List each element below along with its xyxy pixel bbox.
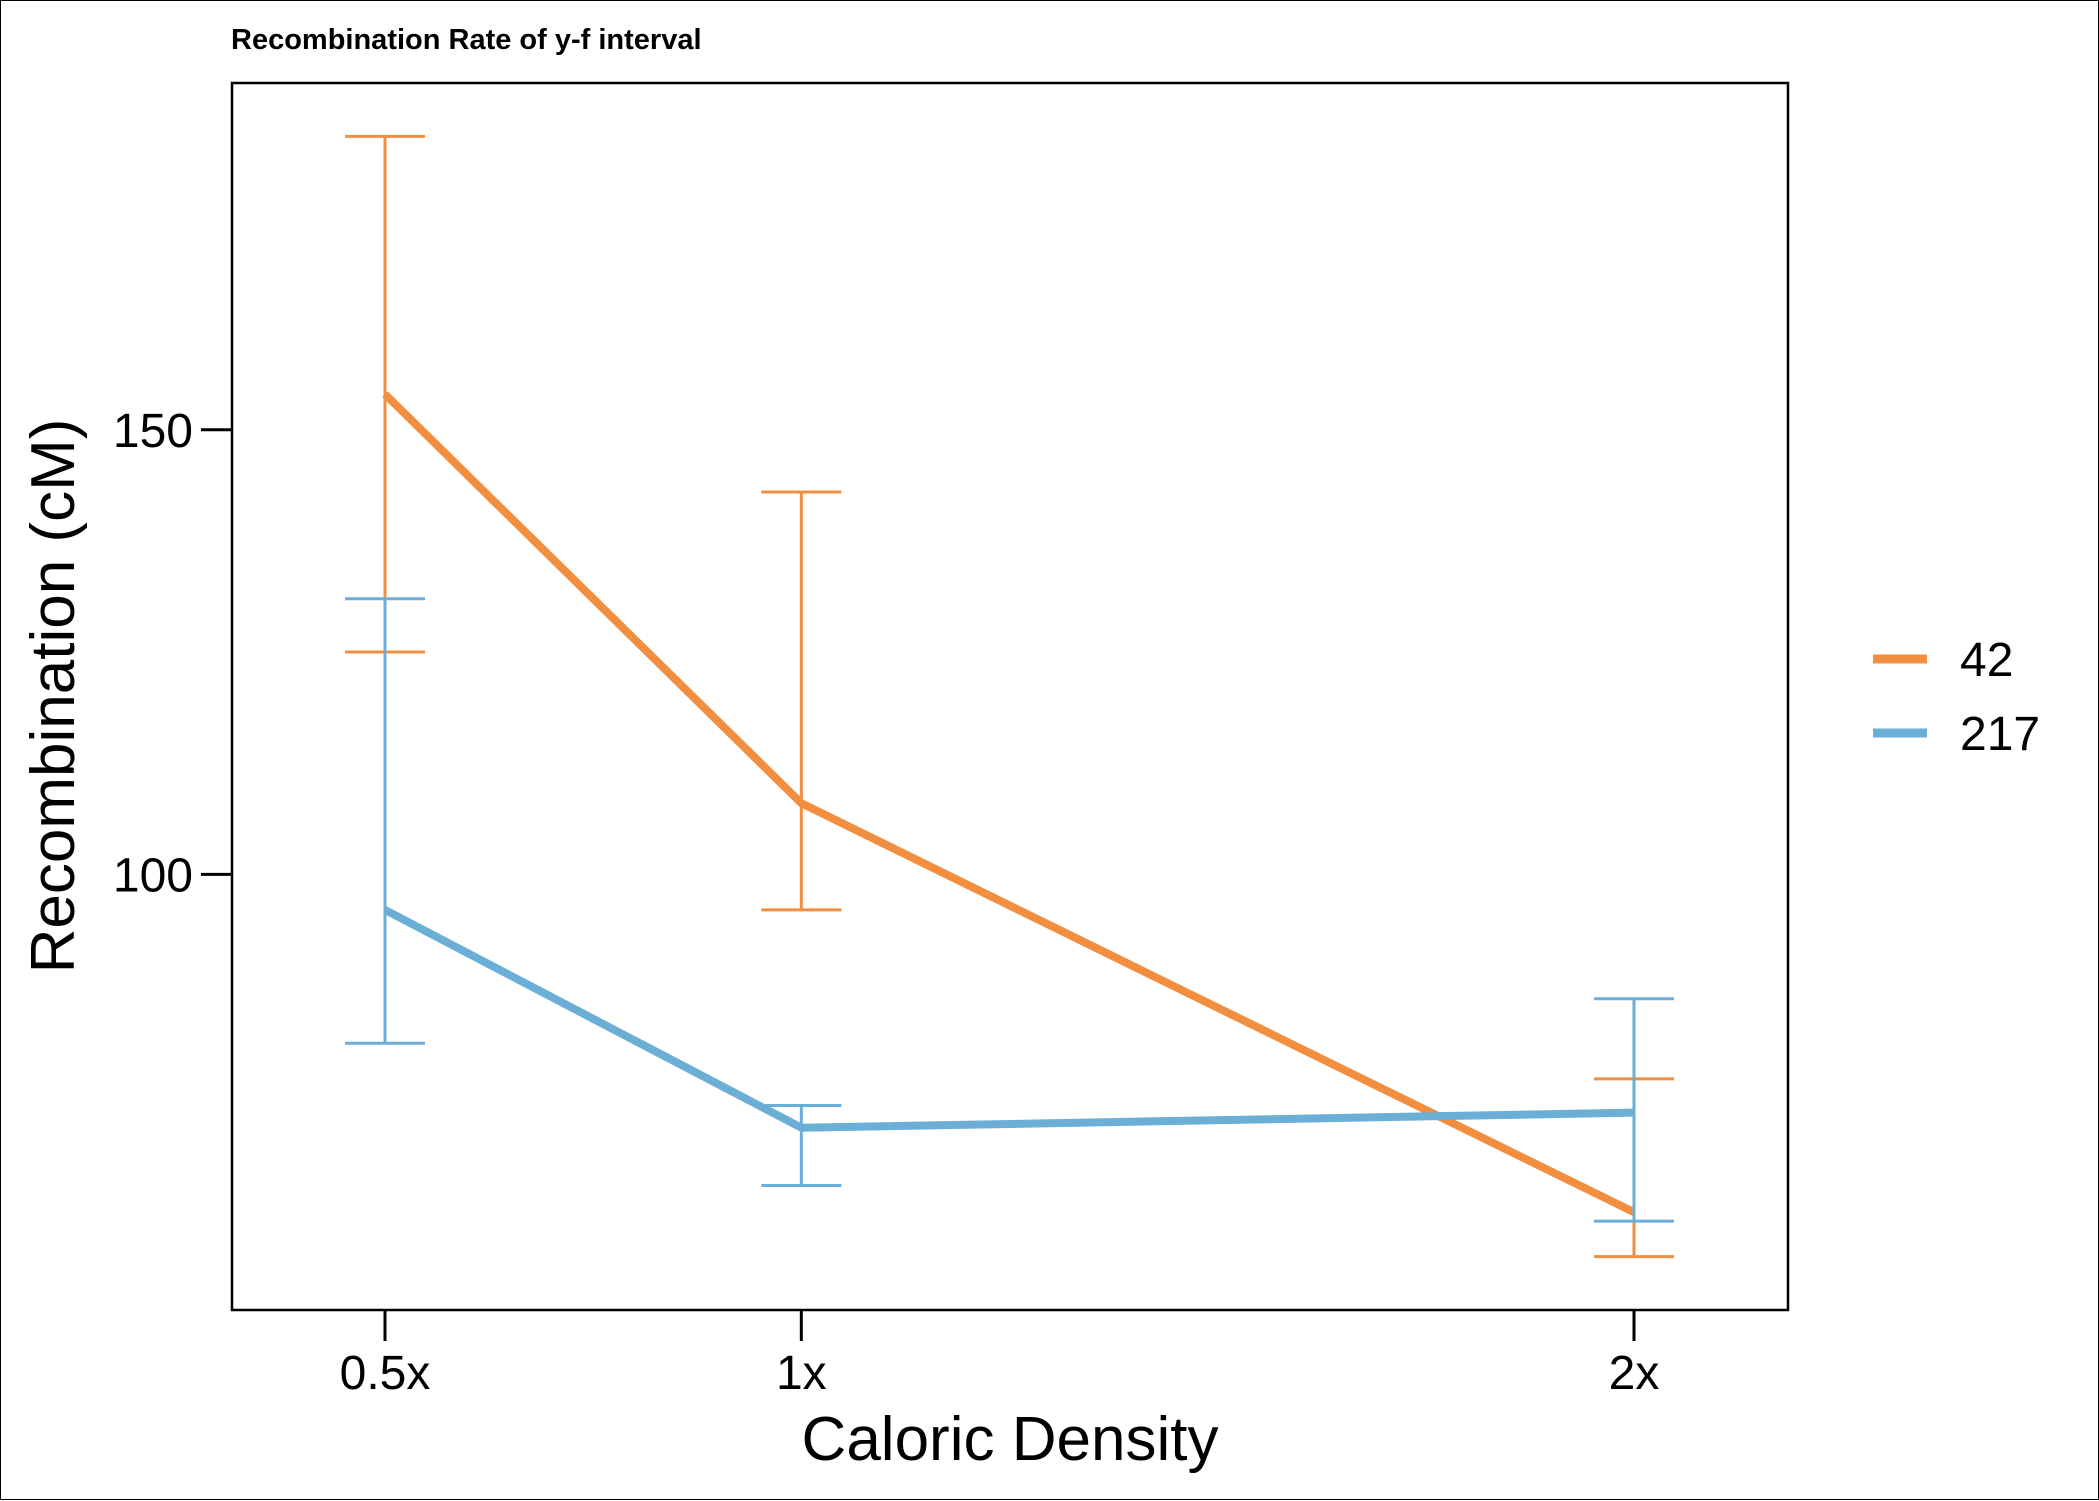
series-line-217 (383, 906, 1635, 1132)
x-tick-label-0.5x: 0.5x (340, 1347, 431, 1400)
x-axis-title: Caloric Density (802, 1405, 1219, 1474)
series-217 (345, 597, 1674, 1223)
x-tick-label-1x: 1x (776, 1347, 827, 1400)
legend-label-42: 42 (1960, 634, 2013, 687)
y-tick-label-150: 150 (113, 405, 193, 458)
legend-label-217: 217 (1960, 708, 2040, 761)
series-layer (345, 134, 1674, 1259)
series-42 (345, 134, 1674, 1259)
x-tick-label-2x: 2x (1609, 1347, 1660, 1400)
chart-title: Recombination Rate of y-f interval (231, 24, 702, 56)
y-axis: 100 150 (113, 405, 232, 902)
x-axis: 0.5x 1x 2x (340, 1310, 1660, 1400)
y-axis-title: Recombination (cM) (19, 419, 88, 974)
y-tick-label-100: 100 (113, 849, 193, 902)
plot-area (230, 81, 1790, 1312)
series-line-42 (382, 391, 1636, 1216)
